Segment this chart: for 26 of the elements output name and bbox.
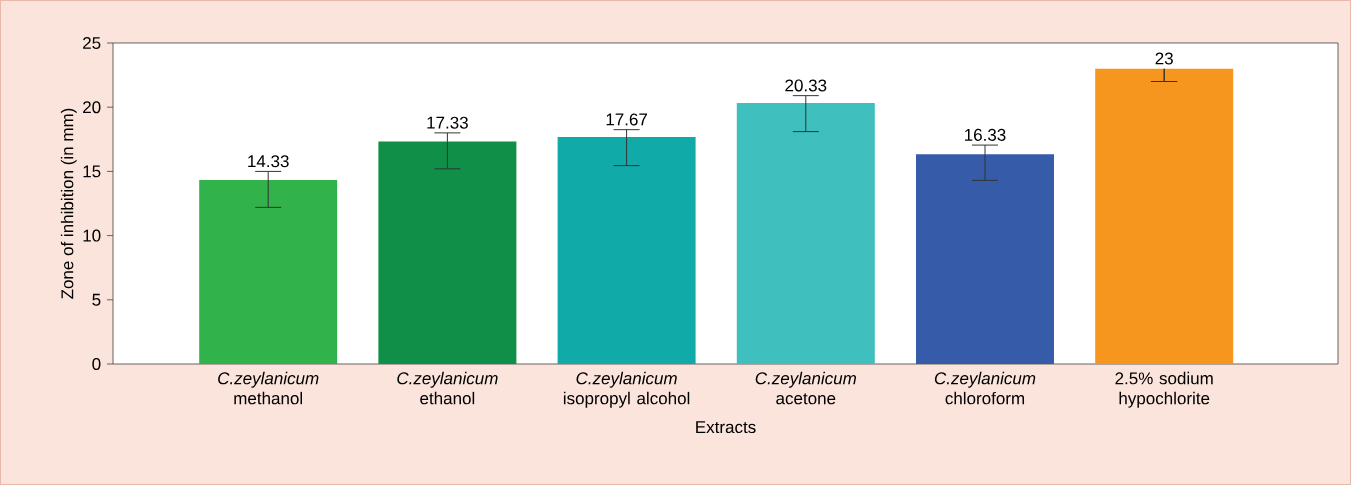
bar <box>199 180 338 364</box>
x-tick-label: C.zeylanicum isopropyl alcohol <box>563 371 690 408</box>
x-tick-label: C.zeylanicum chloroform <box>934 371 1036 405</box>
bar <box>557 137 696 364</box>
bar <box>916 154 1054 364</box>
x-tick-label: C.zeylanicum ethanol <box>397 371 498 405</box>
y-tick-label: 5 <box>92 293 101 306</box>
x-tick-label: C.zeylanicum acetone <box>755 371 857 405</box>
data-label: 23 <box>1155 52 1173 65</box>
x-tick-label: 2.5% sodium hypochlorite <box>1115 371 1213 408</box>
y-tick-label: 10 <box>83 229 101 242</box>
data-label: 17.33 <box>427 116 468 129</box>
x-axis-title: Extracts <box>696 421 756 434</box>
y-tick-label: 25 <box>83 36 101 50</box>
y-tick-label: 20 <box>83 101 101 114</box>
bar <box>378 141 517 364</box>
data-label: 17.67 <box>606 113 647 126</box>
y-axis-title: Zone of inhibition (in mm) <box>60 108 77 299</box>
bar <box>1095 68 1234 364</box>
bar <box>736 102 875 364</box>
x-tick-label: C.zeylanicum methanol <box>218 371 319 405</box>
data-label: 14.33 <box>248 155 289 168</box>
y-tick-label: 15 <box>83 165 101 178</box>
y-tick-label: 0 <box>92 357 101 371</box>
data-label: 20.33 <box>785 79 827 92</box>
data-label: 16.33 <box>965 128 1006 141</box>
